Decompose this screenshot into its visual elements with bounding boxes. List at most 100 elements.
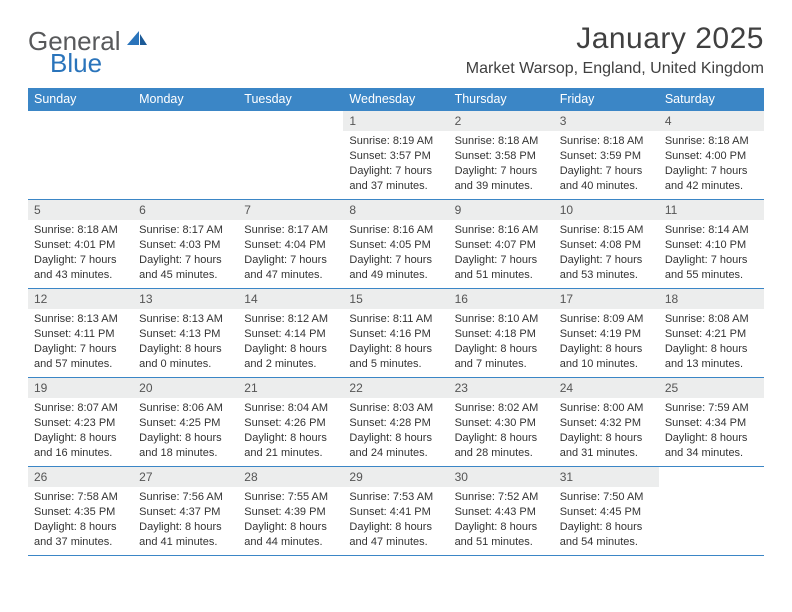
day-detail-line: Sunset: 4:03 PM [139, 238, 232, 253]
day-number: 4 [659, 111, 764, 131]
day-number: 8 [343, 200, 448, 220]
day-body [659, 487, 764, 494]
day-cell: 13Sunrise: 8:13 AMSunset: 4:13 PMDayligh… [133, 289, 238, 377]
day-detail-line: Sunrise: 8:07 AM [34, 401, 127, 416]
day-detail-line: Sunset: 4:25 PM [139, 416, 232, 431]
day-body: Sunrise: 8:17 AMSunset: 4:03 PMDaylight:… [133, 220, 238, 286]
day-detail-line: Sunrise: 8:04 AM [244, 401, 337, 416]
day-detail-line: Sunrise: 8:09 AM [560, 312, 653, 327]
day-cell: 10Sunrise: 8:15 AMSunset: 4:08 PMDayligh… [554, 200, 659, 288]
day-number: 12 [28, 289, 133, 309]
day-body: Sunrise: 8:17 AMSunset: 4:04 PMDaylight:… [238, 220, 343, 286]
day-body: Sunrise: 8:16 AMSunset: 4:05 PMDaylight:… [343, 220, 448, 286]
day-detail-line: Sunset: 4:13 PM [139, 327, 232, 342]
day-number: 13 [133, 289, 238, 309]
day-number: 10 [554, 200, 659, 220]
day-detail-line: Sunrise: 8:18 AM [34, 223, 127, 238]
week-row: 1Sunrise: 8:19 AMSunset: 3:57 PMDaylight… [28, 111, 764, 200]
day-number: 20 [133, 378, 238, 398]
day-body: Sunrise: 8:06 AMSunset: 4:25 PMDaylight:… [133, 398, 238, 464]
day-number: 7 [238, 200, 343, 220]
day-cell [133, 111, 238, 199]
day-cell: 16Sunrise: 8:10 AMSunset: 4:18 PMDayligh… [449, 289, 554, 377]
day-detail-line: Sunrise: 8:16 AM [349, 223, 442, 238]
logo-sail-icon [125, 29, 149, 54]
day-body [238, 131, 343, 138]
day-number [238, 111, 343, 131]
day-detail-line: Sunset: 4:07 PM [455, 238, 548, 253]
day-cell: 29Sunrise: 7:53 AMSunset: 4:41 PMDayligh… [343, 467, 448, 555]
day-number: 31 [554, 467, 659, 487]
weekday-monday: Monday [133, 88, 238, 111]
day-body: Sunrise: 8:07 AMSunset: 4:23 PMDaylight:… [28, 398, 133, 464]
day-body: Sunrise: 7:53 AMSunset: 4:41 PMDaylight:… [343, 487, 448, 553]
day-body: Sunrise: 8:19 AMSunset: 3:57 PMDaylight:… [343, 131, 448, 197]
day-cell [238, 111, 343, 199]
day-detail-line: Daylight: 7 hours and 42 minutes. [665, 164, 758, 194]
day-number: 19 [28, 378, 133, 398]
logo: General Blue [28, 22, 149, 54]
logo-word2: Blue [50, 50, 102, 76]
day-cell: 25Sunrise: 7:59 AMSunset: 4:34 PMDayligh… [659, 378, 764, 466]
day-detail-line: Daylight: 7 hours and 49 minutes. [349, 253, 442, 283]
day-detail-line: Daylight: 8 hours and 7 minutes. [455, 342, 548, 372]
day-cell: 23Sunrise: 8:02 AMSunset: 4:30 PMDayligh… [449, 378, 554, 466]
day-cell: 1Sunrise: 8:19 AMSunset: 3:57 PMDaylight… [343, 111, 448, 199]
day-body: Sunrise: 8:11 AMSunset: 4:16 PMDaylight:… [343, 309, 448, 375]
day-detail-line: Daylight: 8 hours and 44 minutes. [244, 520, 337, 550]
day-body: Sunrise: 8:08 AMSunset: 4:21 PMDaylight:… [659, 309, 764, 375]
day-cell: 26Sunrise: 7:58 AMSunset: 4:35 PMDayligh… [28, 467, 133, 555]
day-detail-line: Sunset: 4:26 PM [244, 416, 337, 431]
day-cell: 22Sunrise: 8:03 AMSunset: 4:28 PMDayligh… [343, 378, 448, 466]
day-number: 11 [659, 200, 764, 220]
day-detail-line: Sunrise: 8:06 AM [139, 401, 232, 416]
day-detail-line: Daylight: 7 hours and 45 minutes. [139, 253, 232, 283]
day-detail-line: Sunset: 4:14 PM [244, 327, 337, 342]
day-number: 9 [449, 200, 554, 220]
day-detail-line: Daylight: 8 hours and 24 minutes. [349, 431, 442, 461]
day-detail-line: Daylight: 7 hours and 51 minutes. [455, 253, 548, 283]
day-detail-line: Sunset: 4:30 PM [455, 416, 548, 431]
day-number: 21 [238, 378, 343, 398]
day-cell: 9 Sunrise: 8:16 AMSunset: 4:07 PMDaylight… [449, 200, 554, 288]
weekday-saturday: Saturday [659, 88, 764, 111]
day-cell: 2Sunrise: 8:18 AMSunset: 3:58 PMDaylight… [449, 111, 554, 199]
day-detail-line: Sunset: 4:35 PM [34, 505, 127, 520]
day-detail-line: Sunrise: 7:56 AM [139, 490, 232, 505]
header: General Blue January 2025 Market Warsop,… [28, 22, 764, 78]
weeks-container: 1Sunrise: 8:19 AMSunset: 3:57 PMDaylight… [28, 111, 764, 556]
day-detail-line: Daylight: 8 hours and 54 minutes. [560, 520, 653, 550]
day-detail-line: Sunrise: 8:08 AM [665, 312, 758, 327]
day-detail-line: Sunset: 4:34 PM [665, 416, 758, 431]
day-body: Sunrise: 7:58 AMSunset: 4:35 PMDaylight:… [28, 487, 133, 553]
day-detail-line: Sunrise: 8:16 AM [455, 223, 548, 238]
day-number: 23 [449, 378, 554, 398]
weekday-tuesday: Tuesday [238, 88, 343, 111]
day-body: Sunrise: 8:03 AMSunset: 4:28 PMDaylight:… [343, 398, 448, 464]
day-detail-line: Sunset: 4:45 PM [560, 505, 653, 520]
day-detail-line: Sunrise: 8:12 AM [244, 312, 337, 327]
day-cell: 31Sunrise: 7:50 AMSunset: 4:45 PMDayligh… [554, 467, 659, 555]
day-detail-line: Sunset: 3:58 PM [455, 149, 548, 164]
day-detail-line: Daylight: 8 hours and 47 minutes. [349, 520, 442, 550]
day-number: 24 [554, 378, 659, 398]
day-cell: 17Sunrise: 8:09 AMSunset: 4:19 PMDayligh… [554, 289, 659, 377]
day-cell: 14Sunrise: 8:12 AMSunset: 4:14 PMDayligh… [238, 289, 343, 377]
day-detail-line: Sunset: 4:05 PM [349, 238, 442, 253]
location: Market Warsop, England, United Kingdom [466, 60, 764, 78]
day-detail-line: Sunrise: 8:03 AM [349, 401, 442, 416]
day-body: Sunrise: 8:14 AMSunset: 4:10 PMDaylight:… [659, 220, 764, 286]
day-number: 1 [343, 111, 448, 131]
day-cell: 3Sunrise: 8:18 AMSunset: 3:59 PMDaylight… [554, 111, 659, 199]
day-detail-line: Daylight: 8 hours and 18 minutes. [139, 431, 232, 461]
day-number: 18 [659, 289, 764, 309]
day-detail-line: Sunset: 4:11 PM [34, 327, 127, 342]
day-detail-line: Sunset: 4:37 PM [139, 505, 232, 520]
weekday-row: Sunday Monday Tuesday Wednesday Thursday… [28, 88, 764, 111]
day-detail-line: Sunrise: 7:59 AM [665, 401, 758, 416]
day-detail-line: Daylight: 8 hours and 13 minutes. [665, 342, 758, 372]
day-body: Sunrise: 8:18 AMSunset: 3:58 PMDaylight:… [449, 131, 554, 197]
day-detail-line: Daylight: 7 hours and 37 minutes. [349, 164, 442, 194]
day-detail-line: Sunset: 4:43 PM [455, 505, 548, 520]
day-body: Sunrise: 7:52 AMSunset: 4:43 PMDaylight:… [449, 487, 554, 553]
